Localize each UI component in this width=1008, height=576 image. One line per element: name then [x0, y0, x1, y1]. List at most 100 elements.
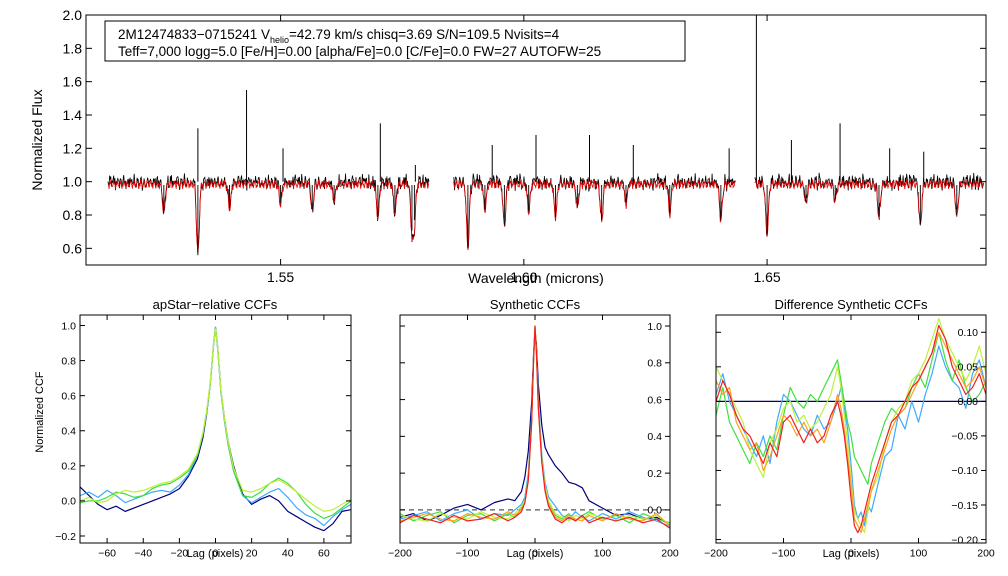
- annotation-line-1-subscript: helio: [270, 35, 289, 45]
- y-tick-label: −0.10: [951, 465, 978, 477]
- apstar-ticks: −60 −40 −20 0 20 40 60 −0.2 0.0 0.2 0.4 0.6 0.8 1.0: [55, 315, 351, 560]
- x-tick-label: 1.55: [267, 269, 294, 285]
- y-tick-label: 0.8: [63, 207, 83, 223]
- spectrum-ylabel: Normalized Flux: [29, 89, 45, 190]
- apstar-ccf-curves: [80, 326, 351, 532]
- synthetic-ticks: −200 −100 0 100 200 0.0 0.2 0.4 0.6 0.8 1.0: [388, 315, 679, 560]
- spectrum-plot-frame: [85, 14, 987, 266]
- difference-ticks: −200 −100 0 100 200 −0.20 −0.15 −0.10 −0.05 0.00 0…: [704, 315, 995, 560]
- x-tick-label: 20: [246, 548, 258, 560]
- annotation-line-1-suffix: =42.79 km/s chisq=3.69 S/N=109.5 Nvisits…: [289, 27, 560, 42]
- y-tick-label: 1.0: [647, 321, 662, 333]
- ccf-series-blue: [716, 345, 986, 527]
- ccf-series-orange: [716, 331, 986, 534]
- y-tick-label: 1.4: [63, 107, 83, 123]
- y-tick-label: 1.0: [61, 320, 76, 332]
- difference-xlabel: Lag (pixels): [823, 548, 880, 560]
- ccf-series-navy: [400, 329, 670, 526]
- annotation-line-1: 2M12474833−0715241 Vhelio=42.79 km/s chi…: [118, 27, 560, 45]
- x-tick-label: 0: [848, 548, 854, 560]
- x-tick-label: −20: [170, 548, 188, 560]
- y-tick-label: 1.2: [63, 140, 83, 156]
- ccf-series-navy: [80, 326, 351, 532]
- y-tick-label: 1.8: [63, 40, 83, 56]
- y-tick-label: −0.15: [951, 500, 978, 512]
- synthetic-ccf-curves: [400, 325, 670, 529]
- ccf-series-red: [716, 324, 986, 534]
- ccf-series-red: [400, 325, 670, 529]
- y-tick-label: 1.6: [63, 74, 83, 90]
- x-tick-label: 0: [213, 548, 219, 560]
- spectrum-annotation-box: 2M12474833−0715241 Vhelio=42.79 km/s chi…: [104, 20, 686, 62]
- y-tick-label: 0.05: [958, 362, 979, 374]
- spectrum-panel: 1.55 1.60 1.65 0.6 0.8 1.0 1.2 1.4 1.6 1.8 2.0 Wav…: [29, 7, 987, 286]
- x-tick-label: −100: [456, 548, 480, 560]
- x-tick-label: −100: [772, 548, 796, 560]
- spectrum-model-chip-2: [754, 179, 984, 237]
- y-tick-label: 0.8: [61, 355, 76, 367]
- ccf-series-blue: [80, 328, 351, 527]
- synthetic-ccf-title: Synthetic CCFs: [490, 297, 581, 312]
- y-tick-label: 0.0: [647, 505, 662, 517]
- y-tick-label: 0.0: [61, 496, 76, 508]
- difference-ccf-curves: [716, 317, 986, 534]
- y-tick-label: 0.8: [647, 358, 662, 370]
- apstar-ylabel: Normalized CCF: [34, 371, 46, 453]
- spectrum-curves: [107, 15, 984, 256]
- ccf-series-blue: [400, 327, 670, 528]
- y-tick-label: 0.6: [63, 240, 83, 256]
- y-tick-label: 0.4: [61, 426, 76, 438]
- x-tick-label: 60: [318, 548, 330, 560]
- ccf-series-green: [716, 331, 986, 485]
- y-tick-label: −0.20: [951, 534, 978, 546]
- y-tick-label: 0.10: [958, 327, 979, 339]
- y-tick-label: 0.6: [647, 394, 662, 406]
- apstar-ccf-panel: apStar−relative CCFs −60 −40 −20 0 20 40 60 −0.…: [34, 297, 352, 560]
- y-tick-label: 0.4: [647, 431, 662, 443]
- spectrum-model-chip-1: [452, 179, 736, 250]
- x-tick-label: −60: [98, 548, 116, 560]
- y-tick-label: −0.05: [951, 431, 978, 443]
- spectrum-observed-chip-2: [754, 172, 984, 236]
- x-tick-label: 100: [910, 548, 928, 560]
- x-tick-label: 200: [661, 548, 679, 560]
- x-tick-label: −200: [704, 548, 728, 560]
- ccf-series-yellowgreen: [716, 317, 986, 534]
- synthetic-xlabel: Lag (pixels): [507, 548, 564, 560]
- x-tick-label: −40: [134, 548, 152, 560]
- ccf-series-yellowgreen: [80, 328, 351, 512]
- spectrum-observed-chip-1: [453, 173, 736, 250]
- spectrum-model-chip-0: [107, 179, 430, 252]
- ccf-series-green: [80, 326, 351, 520]
- apstar-xlabel: Lag (pixels): [187, 548, 244, 560]
- y-tick-label: 2.0: [63, 7, 83, 23]
- x-tick-label: 0: [532, 548, 538, 560]
- y-tick-label: 0.6: [61, 390, 76, 402]
- ccf-series-orange: [400, 325, 670, 527]
- synthetic-plot-frame: [399, 314, 671, 544]
- y-tick-label: 1.0: [63, 174, 83, 190]
- spectrum-ticks: 1.55 1.60 1.65 0.6 0.8 1.0 1.2 1.4 1.6 1.8 2.0: [63, 7, 986, 285]
- y-tick-label: 0.00: [958, 396, 979, 408]
- x-tick-label: 40: [282, 548, 294, 560]
- difference-plot-frame: [715, 314, 987, 544]
- synthetic-ccf-panel: Synthetic CCFs −200 −100 0 100 200 0.0 0.2 0.4 0…: [388, 297, 679, 560]
- annotation-line-1-prefix: 2M12474833−0715241 V: [118, 27, 270, 42]
- x-tick-label: 200: [977, 548, 995, 560]
- difference-ccf-panel: Difference Synthetic CCFs −200 −100 0 100 20…: [704, 297, 995, 560]
- y-tick-label: 0.2: [61, 461, 76, 473]
- apstar-ccf-title: apStar−relative CCFs: [153, 297, 278, 312]
- y-tick-label: 0.2: [647, 468, 662, 480]
- ccf-series-yellowgreen: [400, 327, 670, 526]
- annotation-frame: [104, 20, 686, 62]
- difference-ccf-title: Difference Synthetic CCFs: [775, 297, 928, 312]
- y-tick-label: −0.2: [55, 531, 76, 543]
- annotation-line-2: Teff=7,000 logg=5.0 [Fe/H]=0.00 [alpha/F…: [118, 44, 601, 59]
- spectrum-xlabel: Wavelength (microns): [468, 270, 604, 286]
- x-tick-label: −200: [388, 548, 412, 560]
- x-tick-label: 1.65: [753, 269, 780, 285]
- ccf-series-green: [400, 327, 670, 524]
- x-tick-label: 1.60: [510, 269, 537, 285]
- x-tick-label: 100: [594, 548, 612, 560]
